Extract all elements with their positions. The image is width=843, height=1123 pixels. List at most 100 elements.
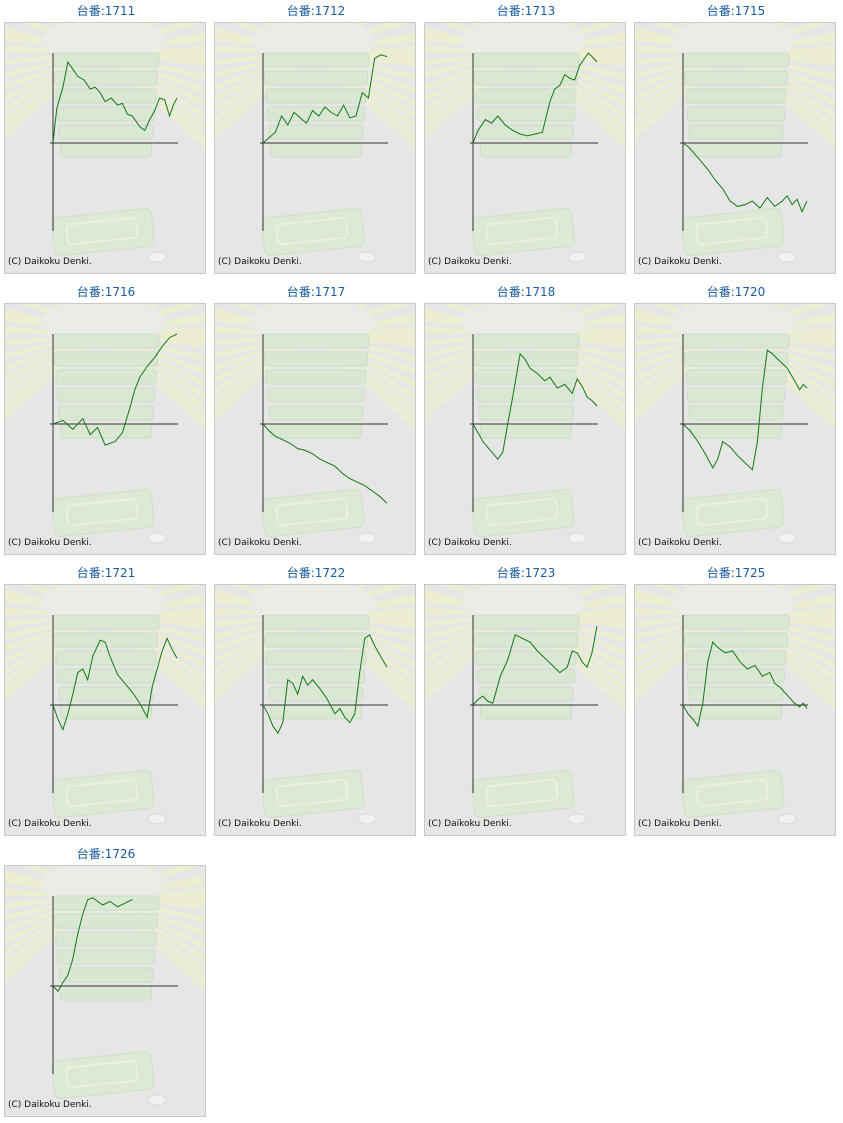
medal-box-shape [477,668,575,684]
machine-number-link[interactable]: 台番:1716 [76,285,136,299]
copyright-label: (C) Daikoku Denki. [428,538,512,548]
machine-number-link[interactable]: 台番:1722 [286,566,346,580]
series-line [472,52,598,144]
coin-shape [357,532,377,544]
light-ray-shape [635,327,730,334]
plot-area [260,334,388,512]
medal-box-shape [690,142,782,158]
chart-frame: (C) Daikoku Denki. [4,22,206,274]
tray-inner-shape [275,216,349,246]
chart-frame: (C) Daikoku Denki. [214,303,416,555]
background-art [635,23,835,263]
medal-box-shape [472,52,580,68]
medal-box-shape [478,405,574,421]
plot-area [50,896,178,1074]
medal-box-shape [267,387,365,403]
medal-box-shape [54,632,158,648]
light-ray-shape [520,334,625,429]
medal-box-shape [58,405,154,421]
background-art [635,304,835,544]
medal-box-shape [478,124,574,140]
light-ray-shape [5,608,100,615]
plot-area [50,333,178,512]
machine-number-link[interactable]: 台番:1725 [706,566,766,580]
medal-box-shape [262,52,370,68]
slump-graph [5,304,205,544]
machine-number-link[interactable]: 台番:1712 [286,4,346,18]
slump-graph [215,23,415,263]
light-ray-shape [520,53,625,119]
machine-number-link[interactable]: 台番:1720 [706,285,766,299]
light-ray-shape [215,327,310,334]
machine-number-link[interactable]: 台番:1717 [286,285,346,299]
light-ray-shape [5,889,100,896]
series-line [52,333,178,446]
chart-card: 台番:1711 (C) Daikoku Denki. [1,0,211,280]
light-ray-shape [730,53,835,148]
plot-area [260,615,388,793]
copyright-label: (C) Daikoku Denki. [8,1100,92,1110]
light-ray-shape [425,608,520,615]
medal-box-shape [55,650,157,666]
medal-box-shape [682,333,790,349]
chart-frame: (C) Daikoku Denki. [424,584,626,836]
medal-box-shape [58,124,154,140]
tray-inner-shape [65,216,139,246]
machine-number-link[interactable]: 台番:1715 [706,4,766,18]
medal-box-shape [57,106,155,122]
medal-box-shape [52,614,160,630]
medal-box-shape [58,686,154,702]
copyright-label: (C) Daikoku Denki. [638,819,722,829]
machine-number-link[interactable]: 台番:1718 [496,285,556,299]
copyright-label: (C) Daikoku Denki. [638,538,722,548]
slump-graph [5,585,205,825]
machine-number-link[interactable]: 台番:1721 [76,566,136,580]
coin-shape [147,251,167,263]
medal-box-shape [60,142,152,158]
coin-shape [567,813,587,825]
coin-shape [147,1094,167,1106]
medal-box-shape [54,913,158,929]
medal-box-shape [475,650,577,666]
plot-area [50,615,178,793]
light-ray-shape [730,53,835,119]
series-line [472,625,598,706]
medal-box-shape [268,686,364,702]
chart-card: 台番:1718 (C) Daikoku Denki. [421,281,631,561]
coin-shape [567,532,587,544]
light-ray-shape [215,615,310,685]
light-ray-shape [425,615,520,685]
medal-box-shape [264,351,368,367]
medal-box-shape [688,405,784,421]
chart-frame: (C) Daikoku Denki. [214,22,416,274]
medal-box-shape [688,686,784,702]
medal-box-shape [60,423,152,439]
tray-inner-shape [275,778,349,808]
plot-area [470,334,598,512]
light-ray-shape [5,46,100,53]
slump-graph [5,866,205,1106]
machine-number-link[interactable]: 台番:1723 [496,566,556,580]
medal-box-shape [690,423,782,439]
plot-area [50,53,178,231]
medal-box-shape [682,614,790,630]
medal-box-shape [477,387,575,403]
machine-number-link[interactable]: 台番:1713 [496,4,556,18]
copyright-label: (C) Daikoku Denki. [8,819,92,829]
copyright-label: (C) Daikoku Denki. [218,819,302,829]
machine-number-link[interactable]: 台番:1711 [76,4,136,18]
chart-frame: (C) Daikoku Denki. [4,865,206,1117]
chart-card: 台番:1721 (C) Daikoku Denki. [1,562,211,842]
plot-area [680,615,808,793]
series-line [52,637,178,731]
copyright-label: (C) Daikoku Denki. [8,538,92,548]
light-ray-shape [5,53,100,123]
chart-card: 台番:1715 (C) Daikoku Denki. [631,0,841,280]
medal-box-shape [262,333,370,349]
tray-inner-shape [695,216,769,246]
slump-graph [425,23,625,263]
machine-number-link[interactable]: 台番:1726 [76,847,136,861]
tray-inner-shape [65,778,139,808]
medal-box-shape [477,106,575,122]
light-ray-shape [635,46,730,53]
